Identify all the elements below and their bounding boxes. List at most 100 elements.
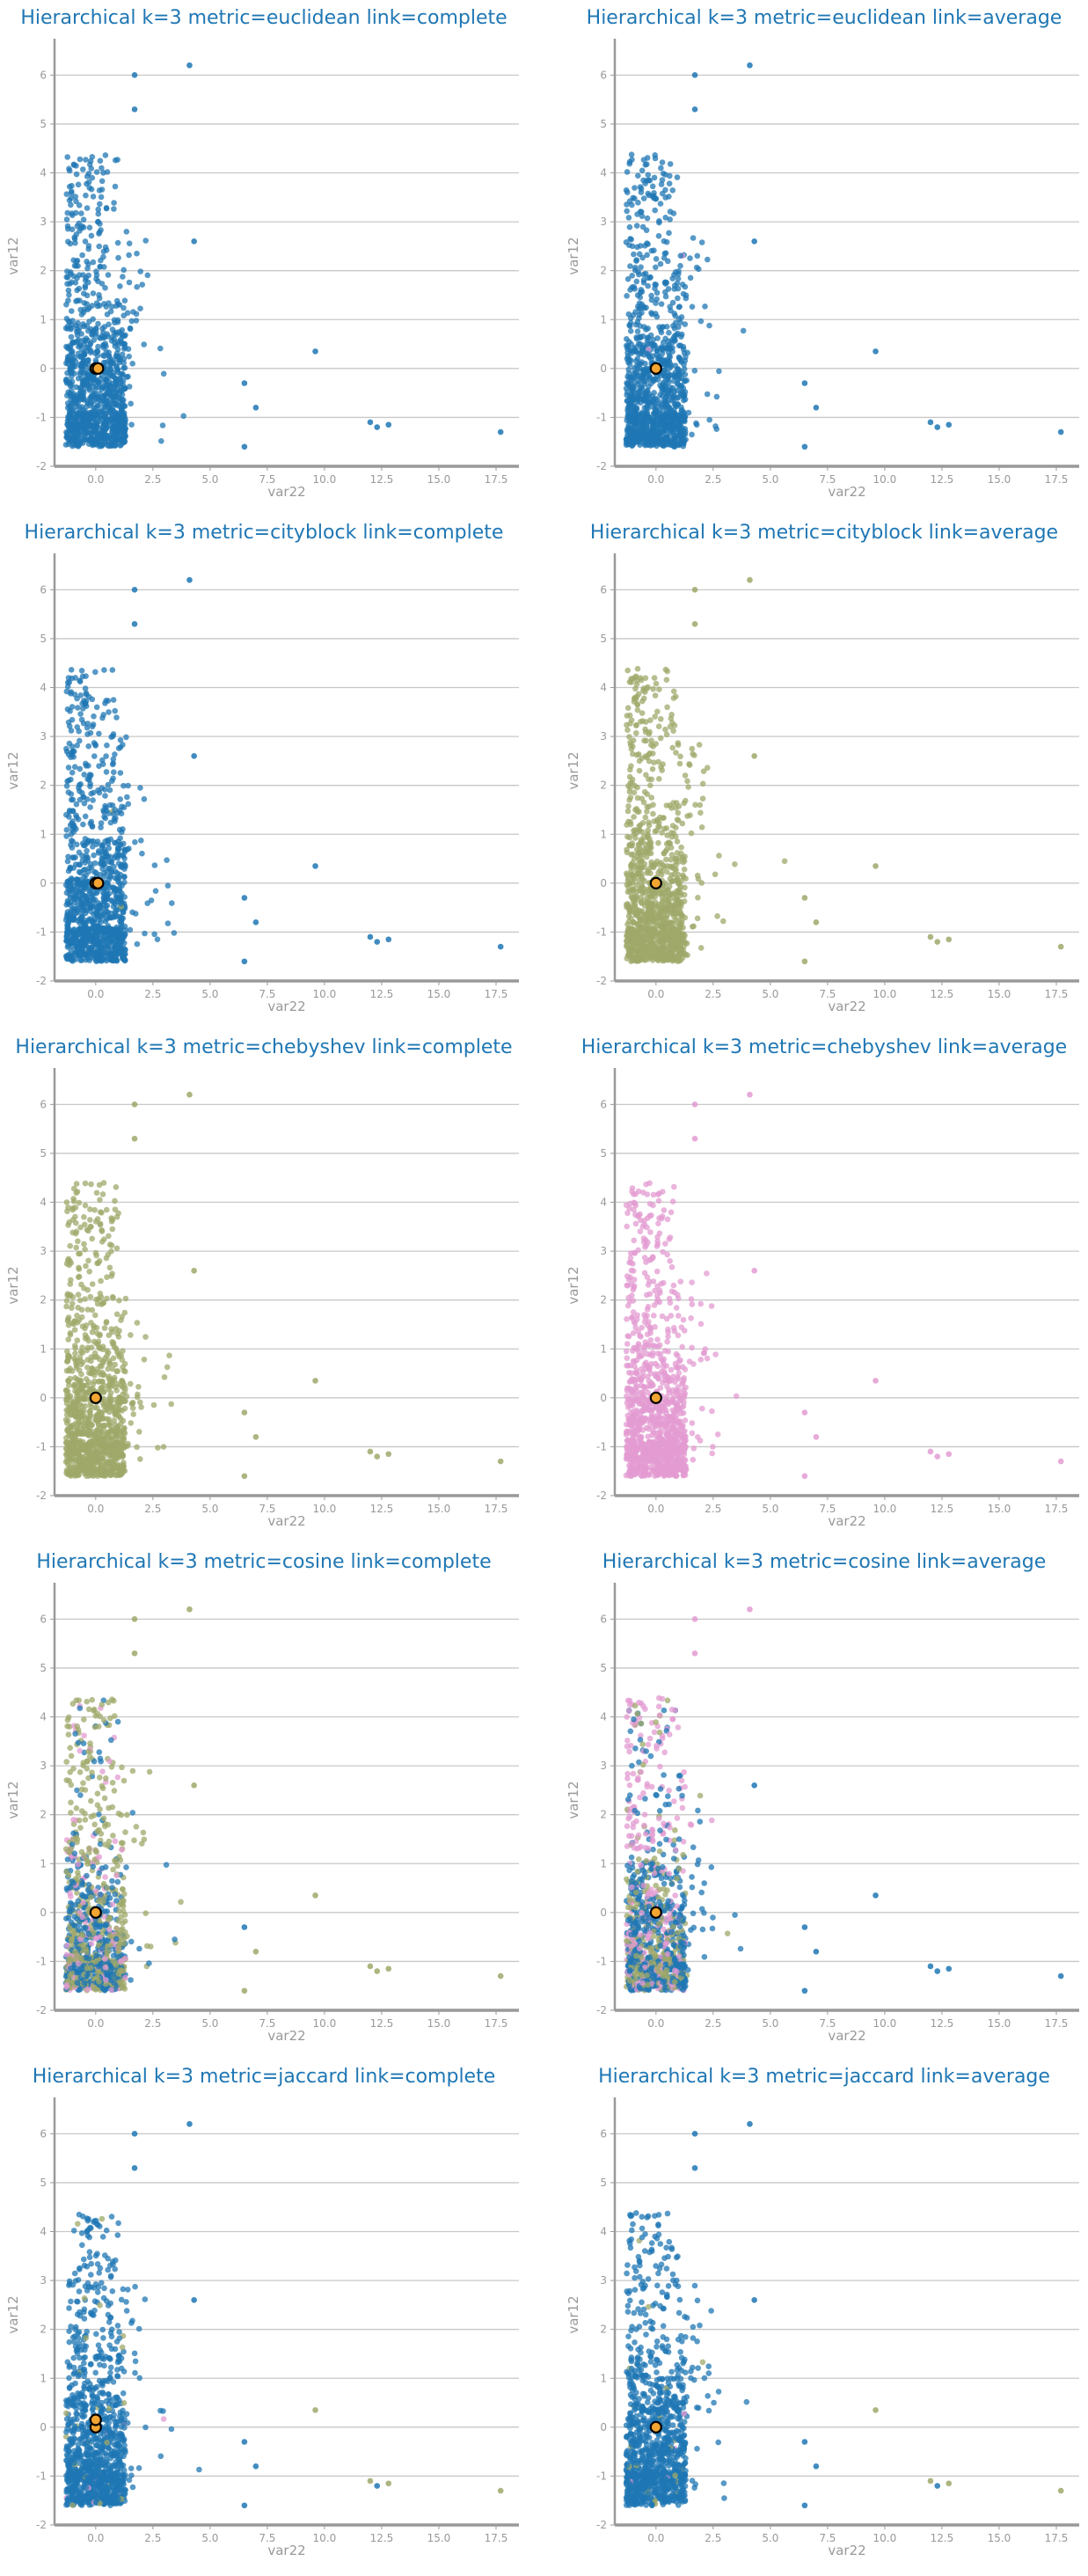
- data-point: [661, 850, 668, 857]
- data-point: [91, 753, 98, 759]
- x-tick-label: 12.5: [931, 473, 954, 486]
- data-point: [110, 775, 116, 781]
- data-point: [638, 926, 644, 933]
- data-point: [83, 157, 89, 163]
- data-point: [675, 342, 683, 349]
- data-point: [633, 223, 640, 229]
- data-point: [124, 794, 130, 801]
- data-point: [675, 275, 682, 282]
- data-point: [89, 919, 96, 926]
- data-point: [628, 862, 634, 868]
- data-point: [633, 930, 640, 936]
- data-point: [681, 397, 687, 404]
- data-point: [126, 353, 132, 360]
- y-tick-label: -2: [596, 975, 607, 987]
- data-point: [624, 833, 631, 840]
- data-point: [104, 742, 110, 749]
- data-point: [99, 442, 106, 449]
- x-tick-label: 15.0: [988, 473, 1011, 486]
- data-point: [632, 185, 638, 191]
- data-point: [689, 431, 695, 438]
- data-point: [692, 801, 698, 809]
- data-point: [100, 861, 106, 867]
- points-layer: [62, 152, 186, 450]
- data-point: [697, 809, 704, 816]
- data-point: [660, 940, 666, 947]
- data-point: [631, 283, 637, 290]
- outlier-point: [241, 958, 248, 965]
- data-point: [631, 414, 637, 421]
- data-point: [69, 443, 76, 450]
- data-point: [125, 801, 132, 808]
- outlier-point: [252, 405, 259, 411]
- data-point: [76, 337, 82, 343]
- data-point: [626, 223, 633, 231]
- data-point: [79, 883, 86, 890]
- data-point: [78, 716, 85, 723]
- data-point: [699, 795, 706, 801]
- outlier-point: [241, 443, 248, 450]
- data-point: [141, 341, 147, 348]
- data-point: [99, 178, 106, 185]
- data-point: [649, 183, 656, 190]
- chart-title: Hierarchical k=3 metric=chebyshev link=c…: [15, 1036, 513, 1058]
- data-point: [77, 692, 84, 699]
- data-point: [119, 326, 126, 333]
- data-point: [69, 226, 76, 233]
- y-tick-label: 5: [600, 118, 607, 130]
- data-point: [663, 856, 669, 863]
- data-point: [675, 809, 682, 816]
- data-point: [634, 706, 641, 714]
- x-tick-label: 17.5: [1045, 473, 1069, 486]
- data-point: [88, 818, 95, 825]
- data-point: [68, 875, 75, 882]
- data-point: [624, 208, 630, 215]
- data-point: [103, 753, 109, 759]
- data-point: [664, 898, 670, 905]
- data-point: [669, 384, 676, 392]
- outlier-point: [497, 943, 504, 950]
- outlier-point: [497, 428, 504, 435]
- y-tick-label: 0: [40, 1392, 47, 1404]
- data-point: [88, 430, 94, 437]
- data-point: [632, 947, 639, 954]
- data-point: [687, 255, 693, 261]
- data-point: [653, 741, 659, 747]
- y-tick-label: -1: [36, 411, 47, 423]
- data-point: [639, 829, 646, 835]
- data-point: [626, 339, 632, 345]
- data-point: [83, 853, 90, 859]
- data-point: [645, 326, 651, 332]
- data-point: [74, 1337, 81, 1343]
- data-point: [78, 668, 85, 674]
- data-point: [645, 334, 652, 341]
- data-point: [106, 801, 113, 809]
- x-tick-label: 15.0: [427, 473, 451, 486]
- data-point: [651, 423, 657, 429]
- data-point: [674, 838, 681, 845]
- data-point: [673, 750, 679, 756]
- chart-title: Hierarchical k=3 metric=euclidean link=c…: [20, 7, 507, 29]
- data-point: [128, 1380, 134, 1387]
- data-point: [680, 874, 687, 880]
- chart-title: Hierarchical k=3 metric=cityblock link=c…: [24, 522, 504, 544]
- data-point: [144, 900, 150, 906]
- data-point: [67, 1242, 73, 1249]
- data-point: [71, 824, 77, 831]
- data-point: [76, 1199, 83, 1206]
- data-point: [114, 239, 121, 246]
- data-point: [98, 824, 104, 831]
- data-point: [113, 376, 120, 382]
- x-axis-label: var22: [267, 999, 305, 1014]
- data-point: [80, 166, 86, 172]
- data-point: [679, 820, 686, 827]
- data-point: [637, 916, 644, 922]
- data-point: [646, 399, 653, 406]
- data-point: [676, 412, 683, 418]
- data-point: [92, 377, 99, 384]
- data-point: [657, 260, 664, 267]
- data-point: [164, 920, 172, 926]
- data-point: [78, 404, 85, 410]
- data-point: [631, 875, 638, 882]
- data-point: [90, 838, 97, 845]
